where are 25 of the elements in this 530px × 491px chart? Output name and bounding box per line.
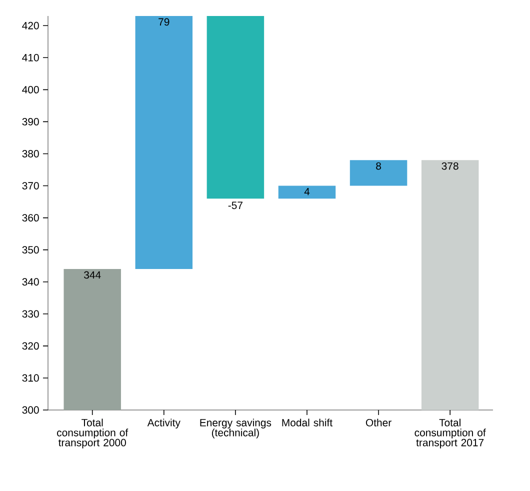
y-tick-label: 300 <box>22 406 39 414</box>
x-tick-label: Other <box>366 418 392 426</box>
y-tick-label: 420 <box>22 22 39 30</box>
y-tick-label: 350 <box>22 246 39 254</box>
data-label: 79 <box>158 18 170 26</box>
x-tick-label: Modal shift <box>282 418 332 426</box>
data-label: 378 <box>442 162 458 170</box>
data-label: 344 <box>84 271 101 279</box>
data-label: -57 <box>228 202 242 210</box>
y-tick-label: 320 <box>22 342 39 350</box>
data-label: 8 <box>376 162 381 170</box>
y-tick-label: 400 <box>22 86 39 94</box>
y-tick-label: 340 <box>22 278 39 286</box>
y-tick-label: 380 <box>22 150 39 158</box>
x-tick-label: Total consumption of transport 2000 <box>57 418 128 448</box>
y-tick-label: 310 <box>22 374 39 382</box>
y-tick-label: 390 <box>22 118 39 126</box>
x-tick-label: Total consumption of transport 2017 <box>414 418 486 448</box>
y-tick-label: 370 <box>22 182 39 190</box>
y-tick-label: 410 <box>22 54 39 62</box>
x-tick-label: Activity <box>147 418 180 428</box>
y-tick-label: 360 <box>22 214 39 222</box>
x-tick-label: Energy savings (technical) <box>200 418 272 438</box>
data-label: 4 <box>304 188 310 196</box>
y-tick-label: 330 <box>22 310 39 318</box>
